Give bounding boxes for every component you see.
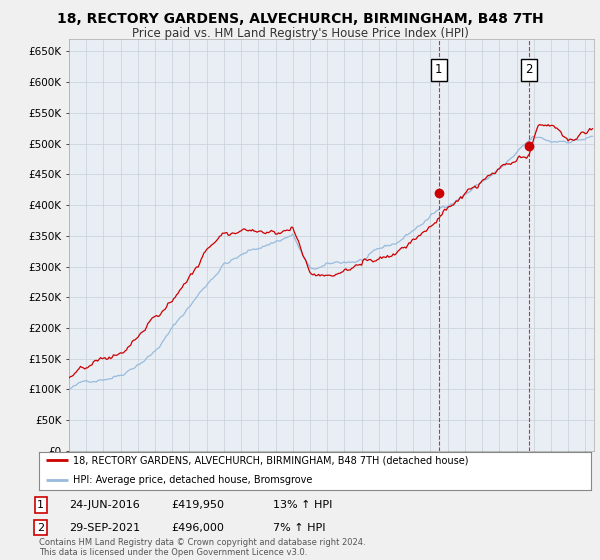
Text: 2: 2 (37, 522, 44, 533)
Text: £496,000: £496,000 (171, 522, 224, 533)
Text: 13% ↑ HPI: 13% ↑ HPI (273, 500, 332, 510)
Text: 24-JUN-2016: 24-JUN-2016 (69, 500, 140, 510)
Text: HPI: Average price, detached house, Bromsgrove: HPI: Average price, detached house, Brom… (73, 475, 313, 485)
Text: 1: 1 (37, 500, 44, 510)
Text: Price paid vs. HM Land Registry's House Price Index (HPI): Price paid vs. HM Land Registry's House … (131, 27, 469, 40)
Text: 18, RECTORY GARDENS, ALVECHURCH, BIRMINGHAM, B48 7TH: 18, RECTORY GARDENS, ALVECHURCH, BIRMING… (56, 12, 544, 26)
Text: 29-SEP-2021: 29-SEP-2021 (69, 522, 140, 533)
Text: 7% ↑ HPI: 7% ↑ HPI (273, 522, 325, 533)
Text: 18, RECTORY GARDENS, ALVECHURCH, BIRMINGHAM, B48 7TH (detached house): 18, RECTORY GARDENS, ALVECHURCH, BIRMING… (73, 455, 469, 465)
Text: 1: 1 (435, 63, 442, 76)
Text: Contains HM Land Registry data © Crown copyright and database right 2024.
This d: Contains HM Land Registry data © Crown c… (39, 538, 365, 557)
Text: £419,950: £419,950 (171, 500, 224, 510)
Text: 2: 2 (526, 63, 533, 76)
